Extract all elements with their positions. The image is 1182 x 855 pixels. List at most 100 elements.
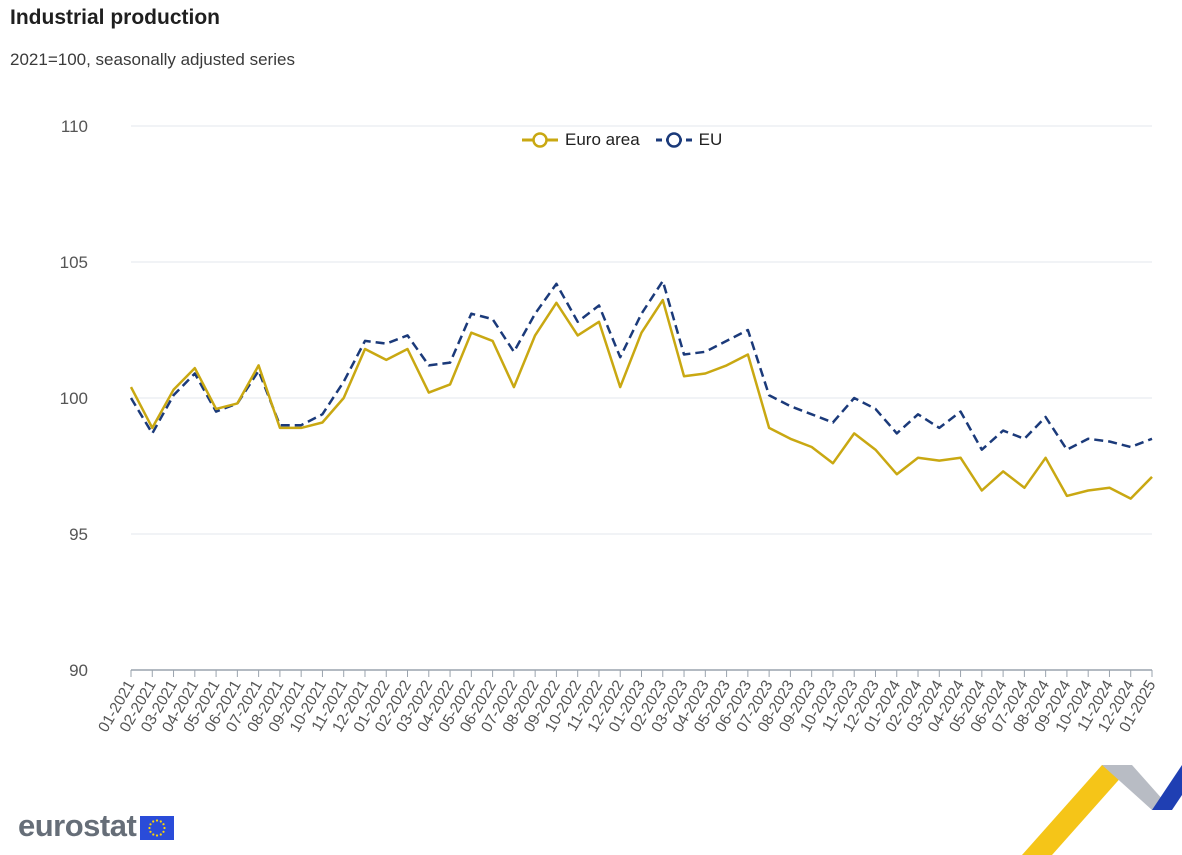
data-point-euro-area[interactable] [403, 344, 413, 354]
data-point-euro-area[interactable] [360, 344, 370, 354]
data-point-eu[interactable] [573, 317, 583, 327]
data-point-euro-area[interactable] [147, 423, 157, 433]
data-point-euro-area[interactable] [275, 423, 285, 433]
data-point-euro-area[interactable] [1062, 491, 1072, 501]
data-point-euro-area[interactable] [998, 466, 1008, 476]
data-point-euro-area[interactable] [1147, 472, 1157, 482]
data-point-eu[interactable] [1041, 412, 1051, 422]
data-point-euro-area[interactable] [871, 445, 881, 455]
legend-item-euro-area[interactable]: Euro area [520, 130, 640, 150]
data-point-euro-area[interactable] [849, 428, 859, 438]
data-point-euro-area[interactable] [232, 398, 242, 408]
data-point-eu[interactable] [509, 347, 519, 357]
data-point-eu[interactable] [743, 325, 753, 335]
data-point-eu[interactable] [424, 360, 434, 370]
data-point-euro-area[interactable] [573, 330, 583, 340]
data-point-eu[interactable] [466, 309, 476, 319]
data-point-euro-area[interactable] [700, 369, 710, 379]
data-point-eu[interactable] [615, 352, 625, 362]
data-point-eu[interactable] [1105, 437, 1115, 447]
data-point-euro-area[interactable] [254, 360, 264, 370]
data-point-euro-area[interactable] [934, 456, 944, 466]
data-point-eu[interactable] [658, 276, 668, 286]
data-point-eu[interactable] [934, 423, 944, 433]
data-point-euro-area[interactable] [764, 423, 774, 433]
data-point-euro-area[interactable] [637, 328, 647, 338]
data-point-eu[interactable] [1019, 434, 1029, 444]
data-point-eu[interactable] [339, 377, 349, 387]
data-point-eu[interactable] [445, 358, 455, 368]
y-tick-label: 100 [60, 389, 88, 408]
data-point-eu[interactable] [488, 314, 498, 324]
data-point-euro-area[interactable] [722, 360, 732, 370]
data-point-eu[interactable] [679, 350, 689, 360]
data-point-euro-area[interactable] [509, 382, 519, 392]
data-point-eu[interactable] [700, 347, 710, 357]
data-point-eu[interactable] [764, 390, 774, 400]
data-point-eu[interactable] [1083, 434, 1093, 444]
data-point-euro-area[interactable] [126, 382, 136, 392]
data-point-eu[interactable] [381, 339, 391, 349]
data-point-euro-area[interactable] [743, 350, 753, 360]
chart-subtitle: 2021=100, seasonally adjusted series [10, 50, 295, 69]
data-point-euro-area[interactable] [190, 363, 200, 373]
data-point-euro-area[interactable] [530, 330, 540, 340]
data-point-eu[interactable] [785, 401, 795, 411]
data-point-euro-area[interactable] [1105, 483, 1115, 493]
data-point-euro-area[interactable] [658, 295, 668, 305]
data-point-euro-area[interactable] [339, 393, 349, 403]
data-point-euro-area[interactable] [679, 371, 689, 381]
data-point-eu[interactable] [892, 428, 902, 438]
data-point-eu[interactable] [807, 409, 817, 419]
data-point-eu[interactable] [998, 426, 1008, 436]
data-point-eu[interactable] [403, 330, 413, 340]
data-point-euro-area[interactable] [466, 328, 476, 338]
data-point-euro-area[interactable] [317, 418, 327, 428]
data-point-eu[interactable] [956, 407, 966, 417]
flag-star [148, 826, 151, 830]
data-point-eu[interactable] [977, 445, 987, 455]
data-point-eu[interactable] [913, 409, 923, 419]
data-point-euro-area[interactable] [977, 486, 987, 496]
data-point-euro-area[interactable] [381, 355, 391, 365]
data-point-euro-area[interactable] [828, 458, 838, 468]
data-point-euro-area[interactable] [1041, 453, 1051, 463]
data-point-euro-area[interactable] [424, 388, 434, 398]
data-point-euro-area[interactable] [807, 442, 817, 452]
data-point-euro-area[interactable] [551, 298, 561, 308]
flag-star [149, 830, 152, 833]
data-point-eu[interactable] [1126, 442, 1136, 452]
data-point-euro-area[interactable] [1019, 483, 1029, 493]
data-point-eu[interactable] [871, 404, 881, 414]
data-point-euro-area[interactable] [892, 469, 902, 479]
flag-star [152, 833, 155, 836]
data-point-euro-area[interactable] [488, 336, 498, 346]
data-point-euro-area[interactable] [296, 423, 306, 433]
data-point-euro-area[interactable] [169, 385, 179, 395]
data-point-eu[interactable] [849, 393, 859, 403]
data-point-eu[interactable] [637, 309, 647, 319]
data-point-eu[interactable] [722, 336, 732, 346]
series-line-eu[interactable] [129, 279, 1153, 451]
data-point-eu[interactable] [1062, 445, 1072, 455]
data-point-euro-area[interactable] [1126, 494, 1136, 504]
chart-title: Industrial production [10, 6, 220, 29]
data-point-euro-area[interactable] [211, 404, 221, 414]
data-point-euro-area[interactable] [1083, 486, 1093, 496]
data-point-eu[interactable] [551, 279, 561, 289]
data-point-eu[interactable] [594, 301, 604, 311]
legend-label-eu: EU [698, 130, 723, 149]
data-point-euro-area[interactable] [445, 379, 455, 389]
data-point-euro-area[interactable] [785, 434, 795, 444]
legend-item-eu[interactable]: EU [654, 130, 723, 150]
data-point-eu[interactable] [1147, 434, 1157, 444]
eu-flag-icon [140, 816, 175, 840]
data-point-euro-area[interactable] [615, 382, 625, 392]
flag-star [162, 830, 165, 833]
data-point-eu[interactable] [828, 418, 838, 428]
data-point-euro-area[interactable] [956, 453, 966, 463]
data-point-euro-area[interactable] [594, 317, 604, 327]
data-point-eu[interactable] [530, 309, 540, 319]
series-line-euro-area[interactable] [129, 298, 1153, 500]
data-point-euro-area[interactable] [913, 453, 923, 463]
